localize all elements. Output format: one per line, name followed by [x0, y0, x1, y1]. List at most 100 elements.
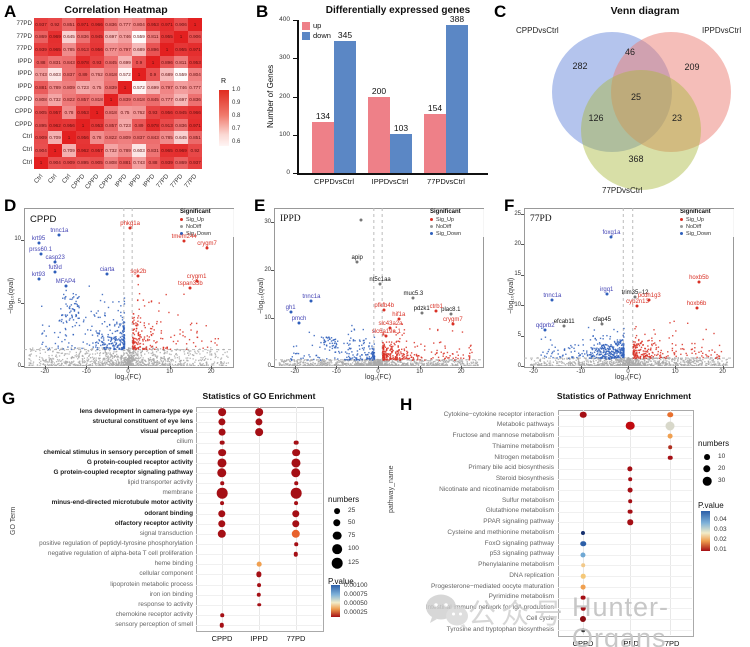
heatmap-cell: 0.837: [62, 68, 76, 81]
heatmap-cell: 0.913: [76, 43, 90, 56]
gene-point: [384, 334, 388, 338]
heatmap-cell: 0.957: [48, 106, 62, 119]
venn-circle: [611, 32, 731, 152]
size-legend-label: 10: [718, 453, 726, 460]
volcano-xtick-mark: [533, 366, 535, 369]
heatmap-cell: 0.845: [146, 93, 160, 107]
dotplot-gridline: [558, 490, 692, 492]
enrichment-dot: [581, 628, 585, 632]
size-legend-circle: [702, 476, 712, 486]
heatmap-cell: 0.9: [146, 68, 160, 81]
volcano-xtick-label: 20: [207, 369, 215, 375]
heatmap-cell: 0.896: [146, 43, 160, 56]
dotplot-gridline: [222, 407, 223, 631]
heatmap-cell: 0.957: [90, 143, 104, 157]
dotplot-gridline: [196, 615, 322, 617]
volcano-ytick-label: 5: [17, 299, 21, 306]
heatmap-cell: 0.603: [48, 68, 62, 81]
heatmap-cell: 0.93: [146, 106, 160, 119]
enrichment-dot: [627, 519, 633, 526]
dotplot-row-label: negative regulation of alpha-beta T cell…: [47, 550, 193, 558]
volcano-xtick-mark: [580, 366, 582, 369]
gene-point: [411, 296, 415, 300]
dotplot-gridline: [558, 479, 692, 481]
heatmap-cell: 0.906: [188, 30, 202, 44]
size-legend-circle: [332, 531, 342, 540]
heatmap-colorbar-tick: 0.9: [232, 100, 241, 106]
heatmap-cell: 0.645: [62, 30, 76, 44]
dotplot-category-label: IPPD: [621, 639, 639, 647]
gene-point: [562, 324, 566, 328]
enrichment-dot: [216, 487, 228, 499]
gene-label: ciarta: [99, 266, 115, 273]
heatmap-cell: 0.789: [48, 80, 62, 94]
pvalue-legend-label: 0.01: [714, 546, 727, 553]
dotplot-gridline: [558, 436, 692, 438]
gene-label: foxg1a: [602, 229, 621, 236]
dotplot-gridline: [558, 447, 692, 449]
volcano-ylabel: −log₁₀(qval): [8, 277, 15, 314]
heatmap-cell: 0.857: [76, 93, 90, 107]
dotplot-row-label: Pyrimidine metabolism: [488, 593, 554, 601]
heatmap-cell: 0.969: [48, 30, 62, 44]
enrichment-dot: [292, 509, 300, 518]
volcano-legend-item: Sig_Up: [430, 216, 484, 223]
gene-label: crygm7: [443, 316, 463, 323]
heatmap-cell: 0.906: [174, 18, 188, 31]
gene-point: [605, 292, 609, 296]
gene-label: krt95: [31, 236, 46, 243]
heatmap-cell: 0.723: [76, 80, 90, 94]
dotplot-row-label: sensory perception of smell: [115, 621, 193, 629]
volcano-legend-item: Sig_Up: [180, 216, 234, 223]
legend-marker: [430, 232, 433, 235]
enrichment-dot: [667, 455, 673, 461]
bar-value: 388: [449, 13, 465, 24]
heatmap-row: CPPD 0.905 0.957 0.78 0.953 1 0.818 0.75 0.762 0.…: [2, 106, 202, 119]
dotplot-gridline: [196, 493, 322, 495]
volcano-ytick-mark: [271, 222, 274, 224]
gene-label: casp23: [45, 255, 65, 262]
volcano-xtick-mark: [86, 366, 88, 369]
volcano-legend-item: NoDiff: [680, 223, 734, 230]
gene-point: [37, 241, 41, 245]
panel-volcano-cppd: D−log₁₀(qval)log₂(FC)CPPD-20-10010200510…: [0, 196, 250, 384]
heatmap-cell: 0.804: [188, 68, 202, 81]
legend-label: NoDiff: [186, 223, 202, 230]
barchart-y-axis: [297, 20, 299, 173]
dotplot-row-label: DNA replication: [509, 571, 554, 579]
enrichment-dot: [218, 418, 226, 426]
gene-point: [449, 312, 453, 316]
enrichment-dot: [218, 408, 226, 416]
heatmap-cell: 0.697: [104, 30, 118, 44]
enrichment-dot: [580, 584, 586, 590]
volcano-xlabel: log₂(FC): [614, 374, 642, 381]
heatmap-cell: 0.78: [62, 106, 76, 119]
panel-volcano-ippd: E−log₁₀(qval)log₂(FC)IPPD-20-10010200102…: [250, 196, 500, 384]
size-legend-label: 75: [348, 531, 356, 539]
heatmap-legend-title: R: [221, 78, 227, 85]
dotplot-row-label: Metabolic pathways: [496, 421, 554, 429]
dotplot-gridline: [558, 457, 692, 459]
dotplot-row-label: Tyrosine and tryptophan biosynthesis: [446, 625, 554, 633]
volcano-xtick-label: -20: [529, 369, 538, 375]
volcano-legend-title: Significant: [180, 209, 211, 215]
dotplot-gridline: [558, 597, 692, 599]
dotplot-gridline: [259, 407, 260, 631]
enrichment-dot: [257, 603, 261, 607]
dotplot-gridline: [196, 533, 322, 535]
dotplot-gridline: [558, 414, 692, 416]
dotplot-row-label: Progesterone−mediated oocyte maturation: [430, 582, 554, 590]
panel-letter-g: G: [2, 389, 16, 408]
pvalue-colorbar: [331, 585, 340, 617]
legend-marker: [180, 218, 183, 221]
heatmap-cell: 0.965: [160, 143, 174, 157]
dotplot-row-label: Fructose and mannose metabolism: [452, 432, 554, 439]
heatmap-row: CPPD 0.895 0.962 0.956 1 0.953 0.857 0.723 0.89 0…: [2, 118, 202, 132]
dotplot-row-label: membrane: [162, 489, 193, 497]
heatmap-row-label: CPPD: [14, 95, 32, 103]
dotplot-row-label: visual perception: [140, 428, 193, 436]
gene-label: pdzk1: [413, 306, 430, 313]
gene-label: apip: [351, 254, 363, 261]
dotplot-row-label: response to activity: [138, 600, 193, 608]
dotplot-gridline: [196, 544, 322, 546]
